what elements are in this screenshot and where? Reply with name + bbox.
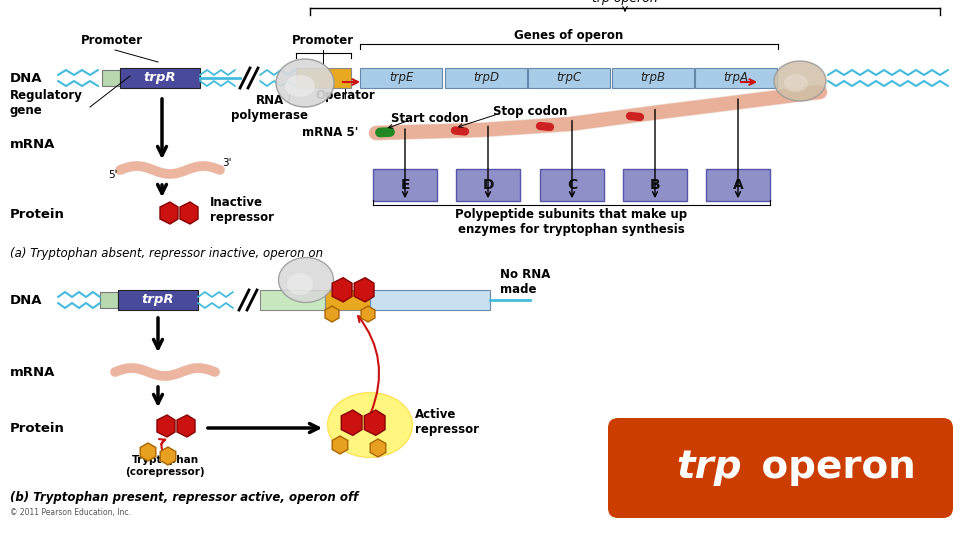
FancyBboxPatch shape xyxy=(360,68,442,88)
Polygon shape xyxy=(332,278,352,302)
Text: Tryptophan
(corepressor): Tryptophan (corepressor) xyxy=(125,455,204,477)
FancyBboxPatch shape xyxy=(325,290,370,310)
FancyBboxPatch shape xyxy=(260,290,325,310)
Polygon shape xyxy=(157,415,175,437)
Text: trpA: trpA xyxy=(724,71,749,84)
Ellipse shape xyxy=(774,61,826,101)
Text: Promoter: Promoter xyxy=(292,34,354,47)
FancyBboxPatch shape xyxy=(706,169,770,201)
FancyBboxPatch shape xyxy=(370,290,490,310)
Text: trp: trp xyxy=(676,448,741,486)
Text: RNA
polymerase: RNA polymerase xyxy=(231,94,308,122)
Ellipse shape xyxy=(327,393,413,457)
Text: Active
repressor: Active repressor xyxy=(415,408,479,436)
Text: 3': 3' xyxy=(222,158,231,168)
Text: trp operon: trp operon xyxy=(592,0,658,5)
FancyBboxPatch shape xyxy=(102,70,120,86)
Text: (b) Tryptophan present, repressor active, operon off: (b) Tryptophan present, repressor active… xyxy=(10,491,358,504)
Text: mRNA: mRNA xyxy=(10,366,56,379)
Ellipse shape xyxy=(276,59,334,107)
Ellipse shape xyxy=(278,258,333,302)
FancyBboxPatch shape xyxy=(373,169,437,201)
FancyBboxPatch shape xyxy=(100,292,118,308)
FancyBboxPatch shape xyxy=(445,68,527,88)
Ellipse shape xyxy=(287,273,313,295)
FancyBboxPatch shape xyxy=(528,68,610,88)
FancyBboxPatch shape xyxy=(695,68,777,88)
Polygon shape xyxy=(364,410,385,435)
Polygon shape xyxy=(180,202,198,224)
Text: trpR: trpR xyxy=(142,294,175,307)
Text: trpC: trpC xyxy=(557,71,582,84)
Text: trpE: trpE xyxy=(389,71,413,84)
Text: Regulatory
gene: Regulatory gene xyxy=(10,89,83,117)
Ellipse shape xyxy=(784,74,808,92)
Text: Polypeptide subunits that make up
enzymes for tryptophan synthesis: Polypeptide subunits that make up enzyme… xyxy=(455,208,687,236)
Text: 5': 5' xyxy=(108,170,118,180)
FancyBboxPatch shape xyxy=(540,169,604,201)
Text: A: A xyxy=(732,178,743,192)
Text: Start codon: Start codon xyxy=(392,111,468,125)
Polygon shape xyxy=(160,202,178,224)
Text: mRNA: mRNA xyxy=(10,138,56,152)
Text: E: E xyxy=(400,178,410,192)
Ellipse shape xyxy=(285,75,315,97)
Text: C: C xyxy=(566,178,577,192)
Text: No RNA
made: No RNA made xyxy=(500,268,550,296)
Text: Protein: Protein xyxy=(10,422,65,435)
Text: D: D xyxy=(482,178,493,192)
FancyBboxPatch shape xyxy=(612,68,694,88)
Polygon shape xyxy=(354,278,374,302)
Text: Inactive
repressor: Inactive repressor xyxy=(210,196,274,224)
Polygon shape xyxy=(177,415,195,437)
Text: DNA: DNA xyxy=(10,294,42,307)
Text: Genes of operon: Genes of operon xyxy=(515,29,624,42)
Text: B: B xyxy=(650,178,660,192)
FancyBboxPatch shape xyxy=(456,169,520,201)
FancyBboxPatch shape xyxy=(608,418,953,518)
Text: DNA: DNA xyxy=(10,71,42,84)
Text: (a) Tryptophan absent, repressor inactive, operon on: (a) Tryptophan absent, repressor inactiv… xyxy=(10,246,324,260)
FancyBboxPatch shape xyxy=(120,68,200,88)
Polygon shape xyxy=(342,410,362,435)
Text: trpR: trpR xyxy=(144,71,177,84)
FancyBboxPatch shape xyxy=(296,68,351,88)
FancyBboxPatch shape xyxy=(118,290,198,310)
Text: Protein: Protein xyxy=(10,208,65,221)
Text: trpD: trpD xyxy=(473,71,499,84)
Text: Stop codon: Stop codon xyxy=(492,105,567,118)
Text: Promoter: Promoter xyxy=(81,34,143,47)
Text: Operator: Operator xyxy=(315,90,374,103)
Text: operon: operon xyxy=(748,448,916,486)
Text: trpB: trpB xyxy=(640,71,665,84)
FancyBboxPatch shape xyxy=(623,169,687,201)
Text: mRNA 5': mRNA 5' xyxy=(301,125,358,138)
Text: © 2011 Pearson Education, Inc.: © 2011 Pearson Education, Inc. xyxy=(10,508,131,516)
